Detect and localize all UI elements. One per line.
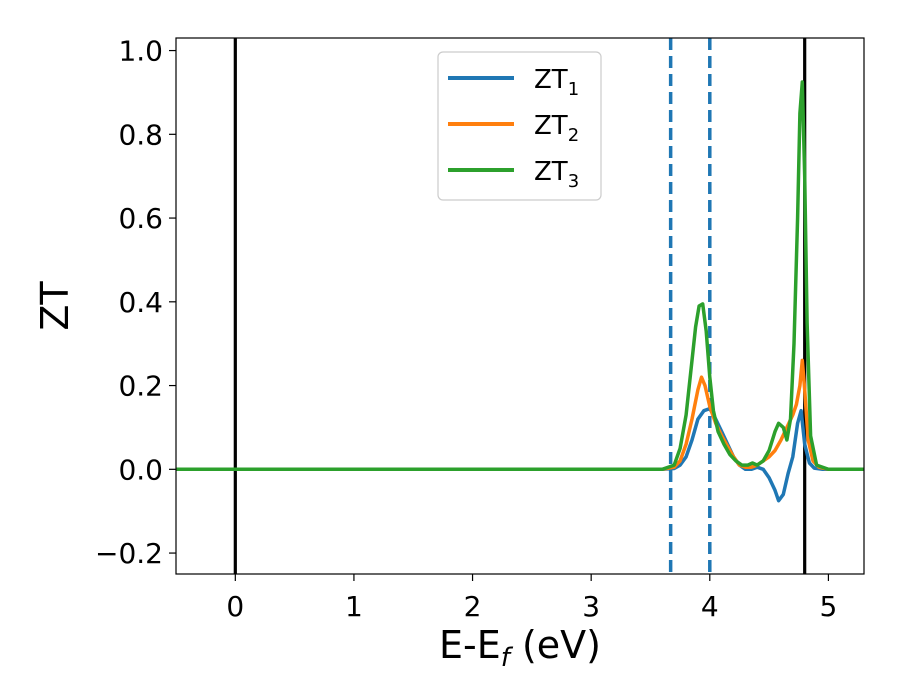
- legend-frame: [437, 51, 602, 201]
- y-tick-label: 0.8: [118, 118, 163, 151]
- legend: ZT1 ZT2 ZT3: [437, 51, 602, 201]
- x-tick-label: 4: [701, 590, 719, 623]
- legend-label-3: ZT3: [534, 157, 579, 192]
- y-axis-ticks: −0.2 0.0 0.2 0.4 0.6 0.8 1.0: [95, 35, 176, 570]
- y-axis-title: ZT: [33, 281, 77, 331]
- x-tick-label: 2: [464, 590, 482, 623]
- y-tick-label: 1.0: [118, 35, 163, 68]
- y-tick-label: −0.2: [95, 537, 163, 570]
- legend-label-2: ZT2: [534, 111, 579, 146]
- y-tick-label: 0.2: [118, 370, 163, 403]
- legend-label-1: ZT1: [534, 65, 579, 100]
- x-axis-ticks: 0 1 2 3 4 5: [226, 574, 837, 623]
- series-line-3: [176, 80, 864, 472]
- series-line-2: [176, 358, 864, 472]
- series-line-1: [176, 406, 864, 503]
- y-tick-label: 0.6: [118, 202, 163, 235]
- x-axis-title: E-Ef (eV): [439, 623, 601, 673]
- plot-frame: [175, 37, 865, 575]
- series-lines: [176, 80, 864, 503]
- y-tick-label: 0.4: [118, 286, 163, 319]
- x-tick-label: 5: [819, 590, 837, 623]
- x-tick-label: 1: [345, 590, 363, 623]
- x-tick-label: 3: [582, 590, 600, 623]
- y-tick-label: 0.0: [118, 453, 163, 486]
- x-tick-label: 0: [226, 590, 244, 623]
